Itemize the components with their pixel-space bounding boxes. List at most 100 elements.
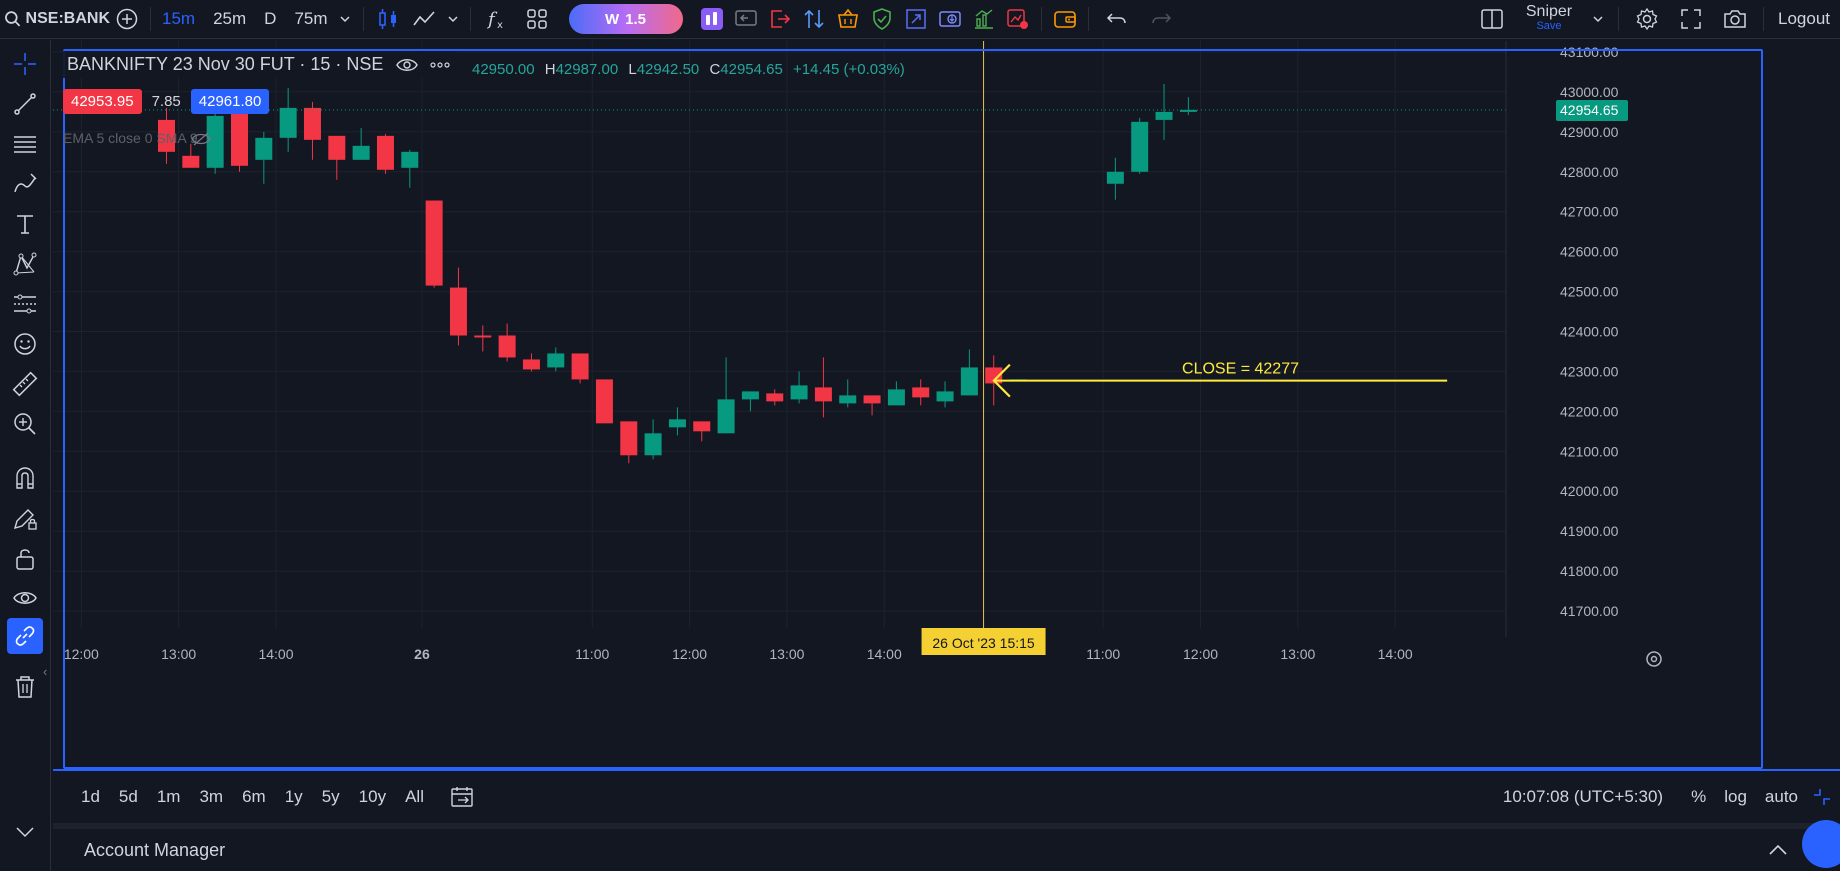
- sync-drawings-tool[interactable]: [7, 618, 43, 654]
- plugin-shield-button[interactable]: [865, 0, 899, 39]
- stay-drawing-tool[interactable]: [7, 500, 43, 536]
- chart-type-line-button[interactable]: [406, 0, 442, 39]
- collapse-toolbar-button[interactable]: [7, 826, 43, 846]
- candle: [474, 325, 492, 352]
- pattern-tool[interactable]: [7, 246, 43, 282]
- redo-icon: [1151, 13, 1171, 24]
- plugin-pill-button[interactable]: W 1.5: [568, 4, 683, 34]
- candle-body: [790, 385, 808, 400]
- smiley-icon: [14, 333, 36, 355]
- candle-body: [644, 433, 662, 456]
- shield-check-icon: [872, 8, 891, 30]
- candle: [425, 200, 443, 288]
- bar-chart-icon: [974, 9, 993, 29]
- remove-drawings-tool[interactable]: [7, 669, 43, 705]
- close-annotation[interactable]: CLOSE = 42277: [992, 361, 1448, 398]
- eye-icon[interactable]: [395, 56, 419, 74]
- axis-settings-icon[interactable]: [1646, 651, 1662, 667]
- layout-name-button[interactable]: Sniper Save: [1514, 0, 1584, 39]
- price-tick-label: 41700.00: [1560, 603, 1619, 619]
- account-manager-title[interactable]: Account Manager: [84, 839, 226, 860]
- toolbar-collapse-handle[interactable]: ‹: [43, 664, 48, 679]
- plugin-bars-button[interactable]: [695, 0, 729, 39]
- reset-scale-button[interactable]: [1812, 787, 1832, 807]
- interval-dropdown[interactable]: [333, 0, 357, 39]
- symbol-search[interactable]: NSE:BANK: [0, 0, 110, 39]
- magnet-tool[interactable]: [7, 460, 43, 496]
- eye-slash-icon[interactable]: [190, 131, 212, 147]
- range-1y[interactable]: 1y: [284, 787, 303, 806]
- sell-button[interactable]: 42953.95: [63, 89, 142, 114]
- zoom-tool[interactable]: [7, 406, 43, 442]
- range-1m[interactable]: 1m: [156, 787, 181, 806]
- logout-button[interactable]: Logout: [1778, 9, 1830, 28]
- range-10y[interactable]: 10y: [358, 787, 387, 806]
- plugin-basket-button[interactable]: [831, 0, 865, 39]
- candle-body: [814, 387, 832, 402]
- candle: [887, 381, 905, 406]
- forecast-icon: [14, 294, 36, 314]
- undo-button[interactable]: [1095, 0, 1139, 39]
- interval-25m[interactable]: 25m: [213, 9, 247, 28]
- symbol-title[interactable]: BANKNIFTY 23 Nov 30 FUT · 15 · NSE: [63, 51, 458, 78]
- fullscreen-button[interactable]: [1669, 0, 1713, 39]
- plugin-enter-button[interactable]: [729, 0, 763, 39]
- layout-save-label: Save: [1536, 20, 1562, 32]
- range-5y[interactable]: 5y: [321, 787, 340, 806]
- forecast-tool[interactable]: [7, 286, 43, 322]
- settings-button[interactable]: [1625, 0, 1669, 39]
- range-5d[interactable]: 5d: [118, 787, 138, 806]
- range-6m[interactable]: 6m: [242, 787, 266, 806]
- plugin-download-button[interactable]: [933, 0, 967, 39]
- range-1d[interactable]: 1d: [81, 787, 100, 806]
- compare-add-button[interactable]: [110, 0, 144, 39]
- clock-timezone[interactable]: 10:07:08 (UTC+5:30): [1502, 787, 1664, 806]
- interval-15m[interactable]: 15m: [162, 9, 196, 28]
- lock-drawings-tool[interactable]: [7, 540, 43, 576]
- plugin-wallet-button[interactable]: [1048, 0, 1082, 39]
- layout-select-button[interactable]: [1470, 0, 1514, 39]
- log-toggle[interactable]: log: [1724, 787, 1747, 806]
- chart-type-dropdown[interactable]: [442, 0, 464, 39]
- emoji-tool[interactable]: [7, 326, 43, 362]
- range-all[interactable]: All: [405, 787, 424, 806]
- price-axis-bg: [1506, 41, 1840, 637]
- range-3m[interactable]: 3m: [199, 787, 224, 806]
- candle-body: [863, 395, 881, 404]
- price-chart[interactable]: CLOSE = 42277 43100.00 43000.00 42900.00 42…: [53, 41, 1840, 769]
- plugin-alert-button[interactable]: [1001, 0, 1035, 39]
- text-tool[interactable]: [7, 206, 43, 242]
- layout-dropdown[interactable]: [1584, 0, 1612, 39]
- plugin-expand-button[interactable]: [899, 0, 933, 39]
- more-dots-icon[interactable]: [427, 56, 453, 74]
- templates-button[interactable]: [517, 0, 557, 39]
- plugin-chart-button[interactable]: [967, 0, 1001, 39]
- trash-icon: [16, 676, 34, 698]
- candle: [255, 131, 273, 184]
- redo-button[interactable]: [1139, 0, 1183, 39]
- panel-expand-button[interactable]: [1766, 842, 1790, 858]
- candle-body: [401, 151, 419, 168]
- chat-fab-button[interactable]: [1802, 820, 1840, 868]
- chart-pane[interactable]: CLOSE = 42277 43100.00 43000.00 42900.00 42…: [53, 41, 1840, 769]
- indicator-legend[interactable]: EMA 5 close 0 SMA 9: [63, 130, 212, 147]
- cursor-tool[interactable]: [7, 46, 43, 82]
- plugin-transfer-button[interactable]: [797, 0, 831, 39]
- chart-type-candles-button[interactable]: [370, 0, 406, 39]
- trend-line-tool[interactable]: [7, 86, 43, 122]
- percent-toggle[interactable]: %: [1691, 787, 1707, 806]
- buy-button[interactable]: 42961.80: [190, 89, 270, 114]
- auto-toggle[interactable]: auto: [1764, 787, 1798, 806]
- ruler-tool[interactable]: [7, 366, 43, 402]
- candle-body: [425, 200, 443, 286]
- hide-drawings-tool[interactable]: [7, 580, 43, 616]
- link-icon: [15, 626, 35, 646]
- plugin-exit-button[interactable]: [763, 0, 797, 39]
- snapshot-button[interactable]: [1713, 0, 1757, 39]
- brush-tool[interactable]: [7, 166, 43, 202]
- interval-75m[interactable]: 75m: [294, 9, 328, 28]
- fib-tool[interactable]: [7, 126, 43, 162]
- goto-date-button[interactable]: [450, 785, 476, 809]
- interval-d[interactable]: D: [264, 9, 277, 28]
